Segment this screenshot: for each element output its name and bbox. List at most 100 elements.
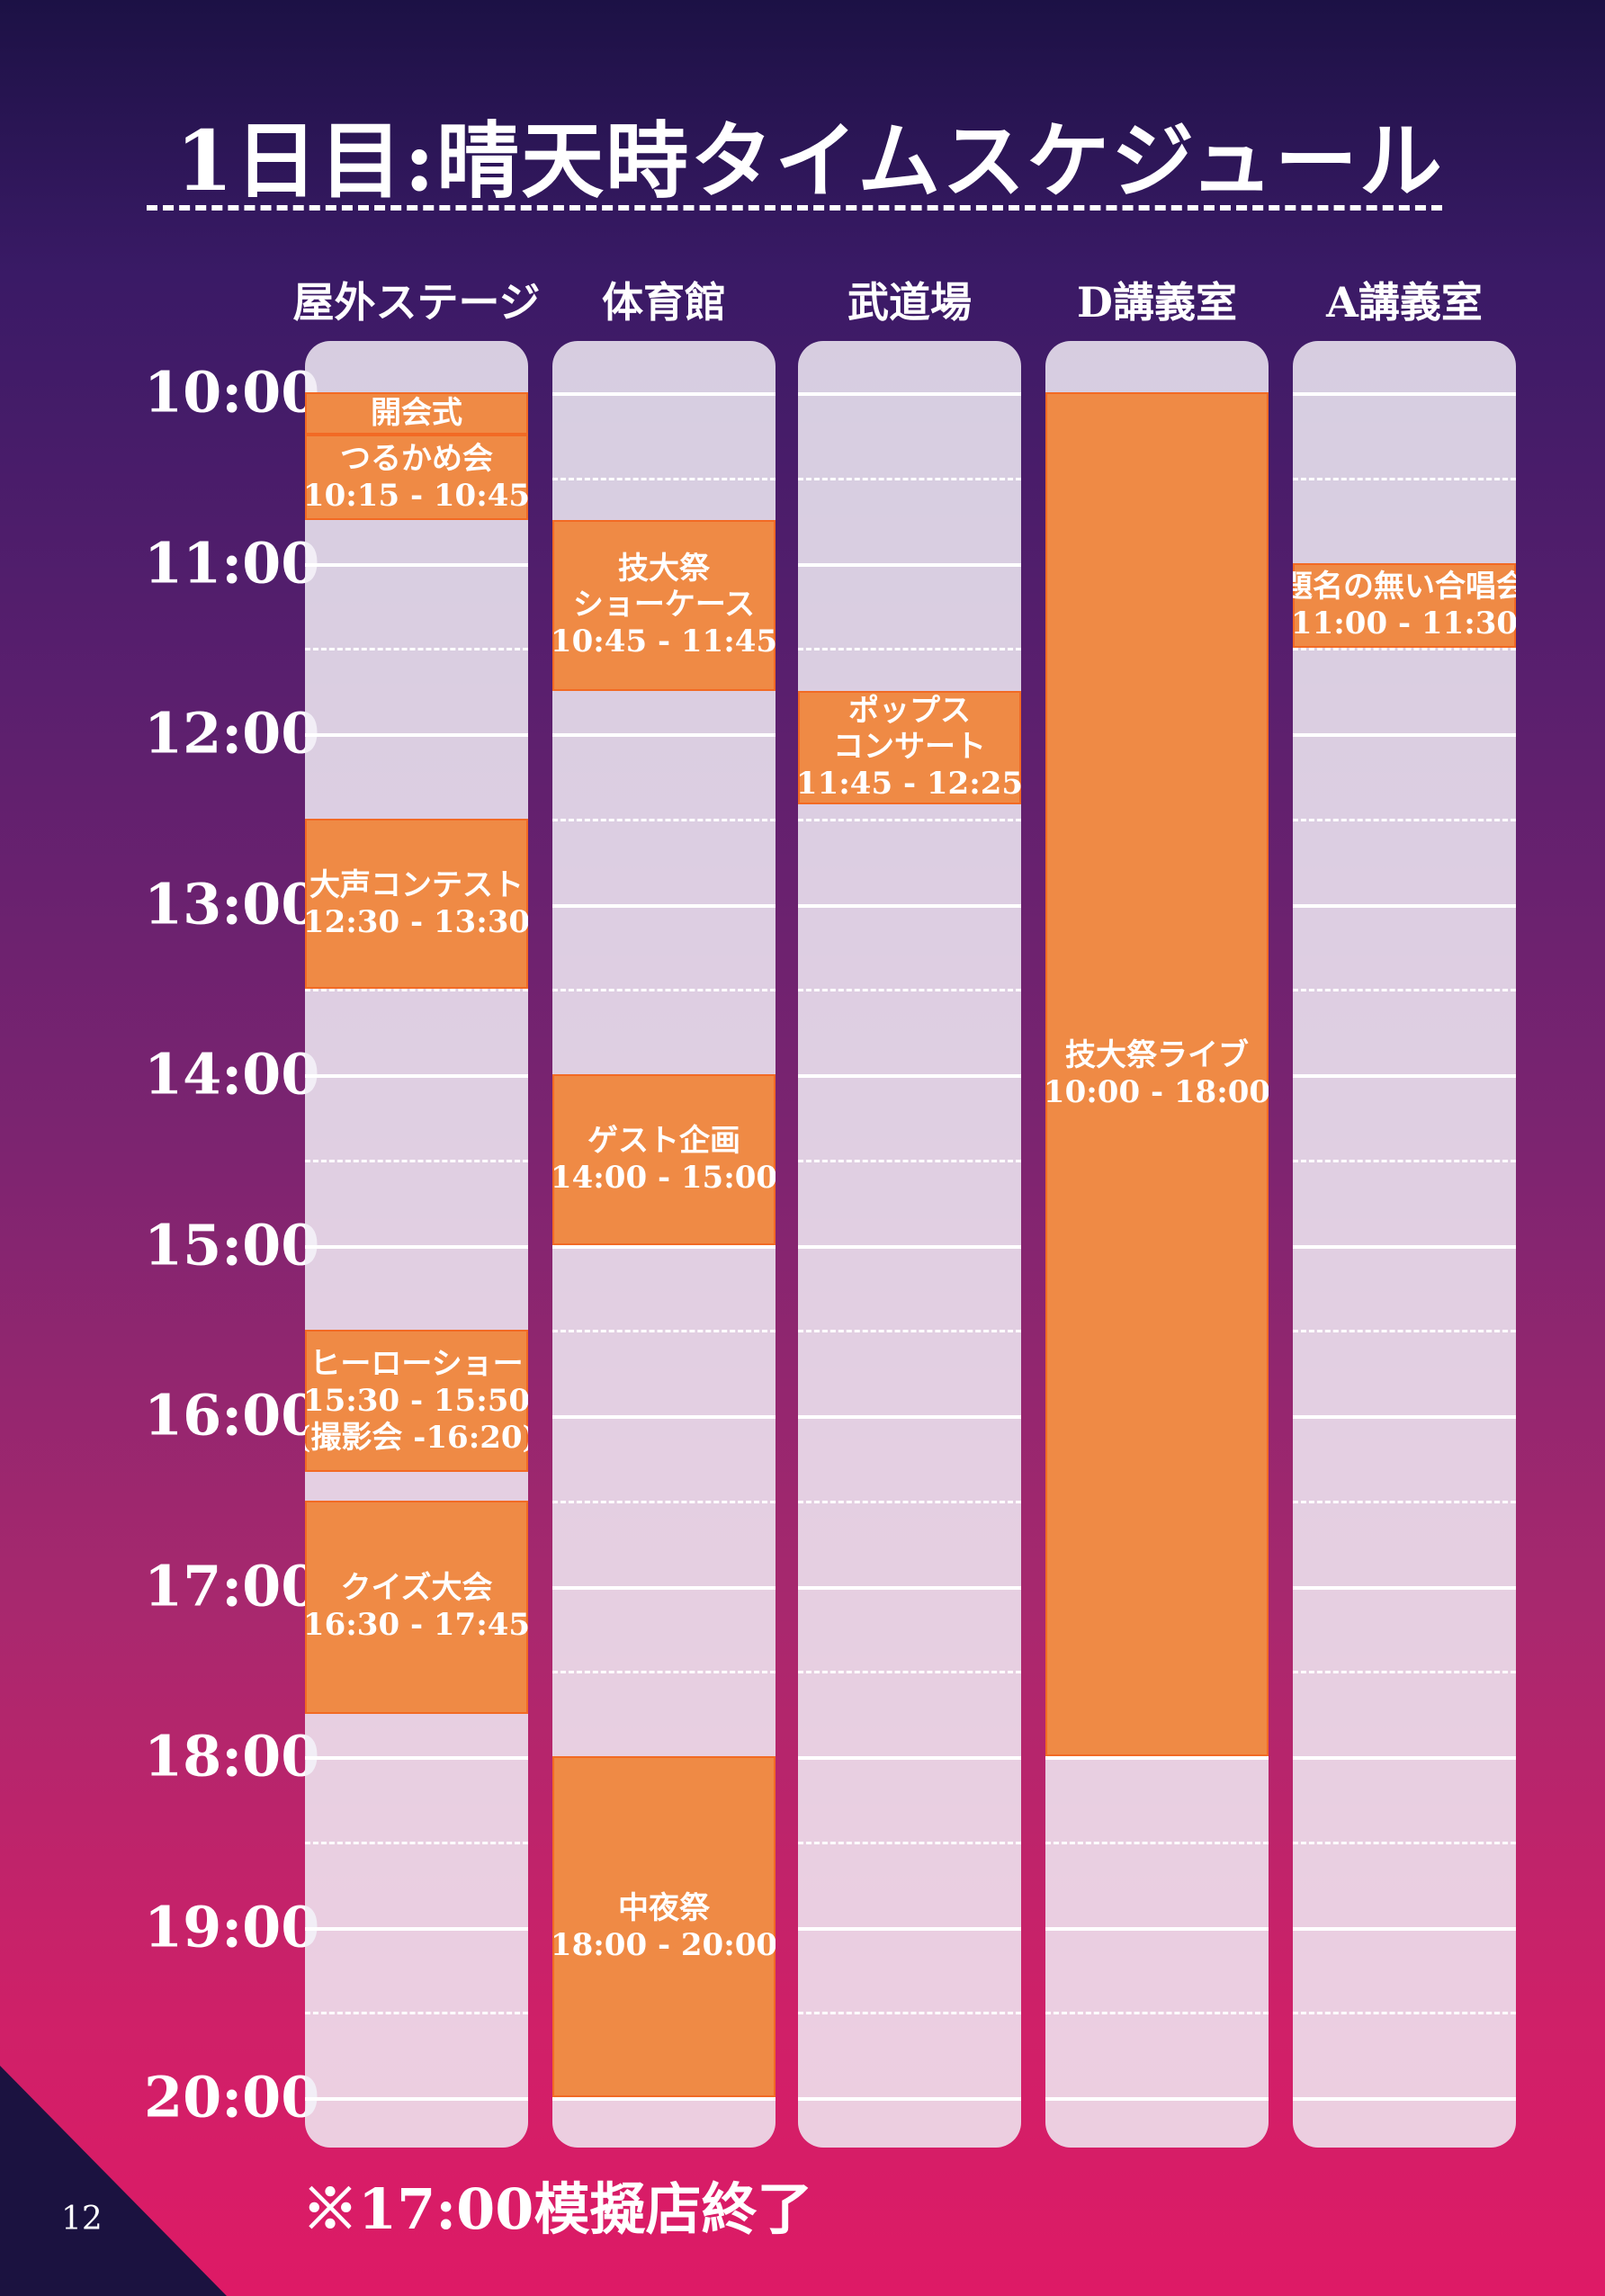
hour-line: [305, 733, 528, 737]
page-number: 12: [61, 2201, 103, 2238]
event-time: 10:15 - 10:45: [305, 477, 528, 514]
hour-line: [1293, 1926, 1516, 1931]
event-name: 大声コンテスト: [309, 866, 524, 903]
event-block[interactable]: 技大祭 ショーケース 10:45 - 11:45: [552, 520, 776, 691]
venue-column: 題名の無い合唱会 11:00 - 11:30: [1293, 341, 1516, 2148]
event-block[interactable]: ヒーローショー 15:30 - 15:50 (撮影会 -16:20): [305, 1330, 528, 1473]
hour-line: [798, 1756, 1021, 1760]
half-hour-line: [798, 477, 1021, 480]
event-name: コンサート: [833, 729, 986, 766]
half-hour-line: [552, 477, 776, 480]
event-name: ゲスト企画: [587, 1122, 740, 1159]
half-hour-line: [1293, 1159, 1516, 1162]
event-block[interactable]: つるかめ会 10:15 - 10:45: [305, 435, 528, 521]
half-hour-line: [798, 1500, 1021, 1503]
event-block[interactable]: 大声コンテスト 12:30 - 13:30: [305, 818, 528, 990]
venue-column: ポップス コンサート 11:45 - 12:25: [798, 341, 1021, 2148]
venue-column: 開会式 つるかめ会 10:15 - 10:45 大声コンテスト 12:30 - 13:3…: [305, 341, 528, 2148]
column-header: D講義室: [1077, 278, 1237, 327]
event-block[interactable]: 題名の無い合唱会 11:00 - 11:30: [1293, 562, 1516, 649]
hour-line: [552, 733, 776, 737]
hour-line: [798, 392, 1021, 396]
column-header: A講義室: [1326, 278, 1483, 327]
hour-line: [305, 562, 528, 567]
event-time: 10:45 - 11:45: [552, 623, 776, 660]
hour-line: [1293, 1756, 1516, 1760]
time-label: 18:00: [144, 1723, 320, 1789]
half-hour-line: [305, 2012, 528, 2015]
half-hour-line: [552, 818, 776, 821]
hour-line: [552, 903, 776, 908]
half-hour-line: [1045, 2012, 1269, 2015]
hour-line: [798, 1074, 1021, 1078]
event-extra: (撮影会 -16:20): [305, 1419, 528, 1456]
event-name: 中夜祭: [618, 1889, 710, 1926]
half-hour-line: [798, 818, 1021, 821]
event-block[interactable]: ゲスト企画 14:00 - 15:00: [552, 1074, 776, 1245]
event-time: 15:30 - 15:50: [305, 1382, 528, 1419]
event-time: 16:30 - 17:45: [305, 1607, 528, 1644]
event-name: ポップス: [848, 692, 971, 729]
half-hour-line: [1293, 989, 1516, 992]
hour-line: [798, 1926, 1021, 1931]
half-hour-line: [552, 989, 776, 992]
half-hour-line: [1293, 1500, 1516, 1503]
column-header: 体育館: [602, 278, 726, 327]
half-hour-line: [1293, 648, 1516, 651]
hour-line: [1045, 1926, 1269, 1931]
hour-line: [305, 2097, 528, 2101]
event-name: ヒーローショー: [309, 1346, 524, 1382]
hour-line: [1293, 392, 1516, 396]
event-name: 開会式: [371, 395, 462, 432]
hour-line: [1293, 733, 1516, 737]
title-underline: [147, 205, 1442, 211]
event-name: 技大祭ライブ: [1065, 1037, 1249, 1074]
hour-line: [798, 562, 1021, 567]
column-header: 屋外ステージ: [292, 278, 541, 327]
half-hour-line: [552, 1500, 776, 1503]
half-hour-line: [798, 648, 1021, 651]
event-name: 技大祭: [618, 550, 710, 587]
event-block[interactable]: ポップス コンサート 11:45 - 12:25: [798, 690, 1021, 804]
venue-column: 技大祭ライブ 10:00 - 18:00: [1045, 341, 1269, 2148]
half-hour-line: [798, 2012, 1021, 2015]
half-hour-line: [1293, 1841, 1516, 1844]
hour-line: [1293, 1244, 1516, 1249]
hour-line: [305, 1926, 528, 1931]
time-label: 13:00: [144, 871, 320, 937]
event-time: 18:00 - 20:00: [552, 1926, 776, 1963]
half-hour-line: [305, 989, 528, 992]
hour-line: [552, 1415, 776, 1419]
hour-line: [798, 1244, 1021, 1249]
event-block[interactable]: クイズ大会 16:30 - 17:45: [305, 1500, 528, 1714]
time-label: 11:00: [144, 530, 320, 596]
half-hour-line: [798, 1330, 1021, 1333]
hour-line: [798, 1415, 1021, 1419]
half-hour-line: [552, 1330, 776, 1333]
event-name: 題名の無い合唱会: [1293, 569, 1516, 605]
page-title: 1日目:晴天時タイムスケジュール: [175, 112, 1444, 210]
hour-line: [1293, 1074, 1516, 1078]
hour-line: [552, 1244, 776, 1249]
time-label: 17:00: [144, 1553, 320, 1619]
event-block[interactable]: 開会式: [305, 392, 528, 435]
hour-line: [1045, 2097, 1269, 2101]
half-hour-line: [305, 1841, 528, 1844]
half-hour-line: [1045, 1841, 1269, 1844]
hour-line: [1293, 1415, 1516, 1419]
footer-note: ※17:00模擬店終了: [302, 2176, 813, 2242]
half-hour-line: [1293, 1330, 1516, 1333]
hour-line: [1293, 2097, 1516, 2101]
event-time: 10:00 - 18:00: [1045, 1074, 1269, 1110]
event-block[interactable]: 中夜祭 18:00 - 20:00: [552, 1756, 776, 2097]
event-time: 12:30 - 13:30: [305, 903, 528, 940]
hour-line: [552, 392, 776, 396]
event-time: 14:00 - 15:00: [552, 1159, 776, 1196]
half-hour-line: [1293, 2012, 1516, 2015]
half-hour-line: [798, 1671, 1021, 1674]
event-name: ショーケース: [572, 587, 756, 623]
event-name: つるかめ会: [340, 440, 493, 477]
column-header: 武道場: [847, 278, 972, 327]
event-block[interactable]: 技大祭ライブ 10:00 - 18:00: [1045, 392, 1269, 1756]
hour-line: [552, 2097, 776, 2101]
